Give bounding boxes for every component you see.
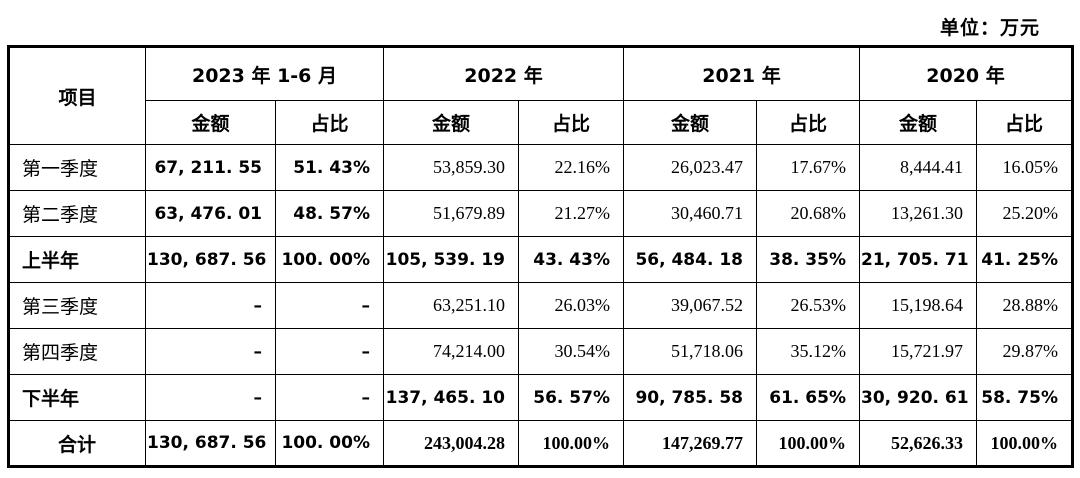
table-row-q2: 第二季度 63, 476. 01 48. 57% 51,679.89 21.27… [8,190,1073,237]
unit-label: 单位：万元 [939,17,1040,39]
table-cell: 35.12% [756,328,860,375]
table-cell: 21.27% [518,190,624,237]
table-cell: 16.05% [976,144,1073,191]
table-cell: 61. 65% [756,374,860,421]
subheader-amount: 金额 [623,100,757,145]
table-cell: 25.20% [976,190,1073,237]
table-cell: 48. 57% [275,190,384,237]
table-cell: – [275,328,384,375]
table-row-q1: 第一季度 67, 211. 55 51. 43% 53,859.30 22.16… [8,144,1073,191]
table-cell: 56, 484. 18 [623,236,757,283]
table-cell: 17.67% [756,144,860,191]
table-cell: 39,067.52 [623,282,757,329]
table-cell: – [275,282,384,329]
table-row-h2: 下半年 – – 137, 465. 10 56. 57% 90, 785. 58… [8,374,1073,421]
table-cell: 26.53% [756,282,860,329]
subheader-amount: 金额 [859,100,977,145]
table-cell: 105, 539. 19 [383,236,519,283]
subheader-ratio: 占比 [518,100,624,145]
table-cell: 100. 00% [275,236,384,283]
row-label: 上半年 [8,236,146,283]
table-cell: 74,214.00 [383,328,519,375]
subheader-ratio: 占比 [275,100,384,145]
header-2020: 2020 年 [859,46,1073,101]
table-cell: 63, 476. 01 [145,190,276,237]
table-cell: 63,251.10 [383,282,519,329]
table-cell: 38. 35% [756,236,860,283]
table-cell: 58. 75% [976,374,1073,421]
table-cell: 56. 57% [518,374,624,421]
table-cell: 100.00% [976,420,1073,467]
table-body: 第一季度 67, 211. 55 51. 43% 53,859.30 22.16… [8,144,1073,467]
table-cell: 243,004.28 [383,420,519,467]
subheader-amount: 金额 [145,100,276,145]
table-cell: – [275,374,384,421]
quarterly-revenue-table: 项目 2023 年 1-6 月 2022 年 2021 年 2020 年 金额 … [7,45,1074,468]
table-cell: 53,859.30 [383,144,519,191]
table-cell: 29.87% [976,328,1073,375]
table-cell: 52,626.33 [859,420,977,467]
table-cell: 100.00% [756,420,860,467]
header-row-years: 项目 2023 年 1-6 月 2022 年 2021 年 2020 年 [8,46,1073,145]
table-cell: 30, 920. 61 [859,374,977,421]
table-cell: 100. 00% [275,420,384,467]
header-row-subheaders: 金额 占比 金额 占比 金额 占比 金额 占比 [9,100,1073,145]
table-cell: 43. 43% [518,236,624,283]
header-2023: 2023 年 1-6 月 [145,46,384,101]
table-cell: 90, 785. 58 [623,374,757,421]
table-cell: – [145,328,276,375]
row-label: 合计 [8,420,146,467]
table-row-q4: 第四季度 – – 74,214.00 30.54% 51,718.06 35.1… [8,328,1073,375]
table-cell: – [145,282,276,329]
row-label: 下半年 [8,374,146,421]
table-cell: 51. 43% [275,144,384,191]
table-row-total: 合计 130, 687. 56 100. 00% 243,004.28 100.… [8,420,1073,467]
subheader-ratio: 占比 [756,100,860,145]
table-cell: 41. 25% [976,236,1073,283]
table-cell: 15,198.64 [859,282,977,329]
table-row-h1: 上半年 130, 687. 56 100. 00% 105, 539. 19 4… [8,236,1073,283]
table-cell: 26.03% [518,282,624,329]
table-cell: 147,269.77 [623,420,757,467]
table-cell: 67, 211. 55 [145,144,276,191]
table-cell: 51,718.06 [623,328,757,375]
table-cell: 28.88% [976,282,1073,329]
table-cell: 130, 687. 56 [145,236,276,283]
header-2022: 2022 年 [383,46,624,101]
row-label: 第三季度 [8,282,146,329]
table-cell: 20.68% [756,190,860,237]
table-cell: 13,261.30 [859,190,977,237]
table-cell: 21, 705. 71 [859,236,977,283]
header-2021: 2021 年 [623,46,860,101]
table-cell: 26,023.47 [623,144,757,191]
subheader-amount: 金额 [383,100,519,145]
table-cell: 15,721.97 [859,328,977,375]
table-cell: 30,460.71 [623,190,757,237]
subheader-ratio: 占比 [976,100,1073,145]
table-cell: 137, 465. 10 [383,374,519,421]
table-cell: – [145,374,276,421]
table-row-q3: 第三季度 – – 63,251.10 26.03% 39,067.52 26.5… [8,282,1073,329]
header-item: 项目 [8,46,146,145]
row-label: 第四季度 [8,328,146,375]
table-cell: 30.54% [518,328,624,375]
table-cell: 100.00% [518,420,624,467]
table-header: 项目 2023 年 1-6 月 2022 年 2021 年 2020 年 金额 … [8,46,1073,145]
table-cell: 51,679.89 [383,190,519,237]
table-cell: 8,444.41 [859,144,977,191]
table-cell: 130, 687. 56 [145,420,276,467]
row-label: 第一季度 [8,144,146,191]
row-label: 第二季度 [8,190,146,237]
table-cell: 22.16% [518,144,624,191]
